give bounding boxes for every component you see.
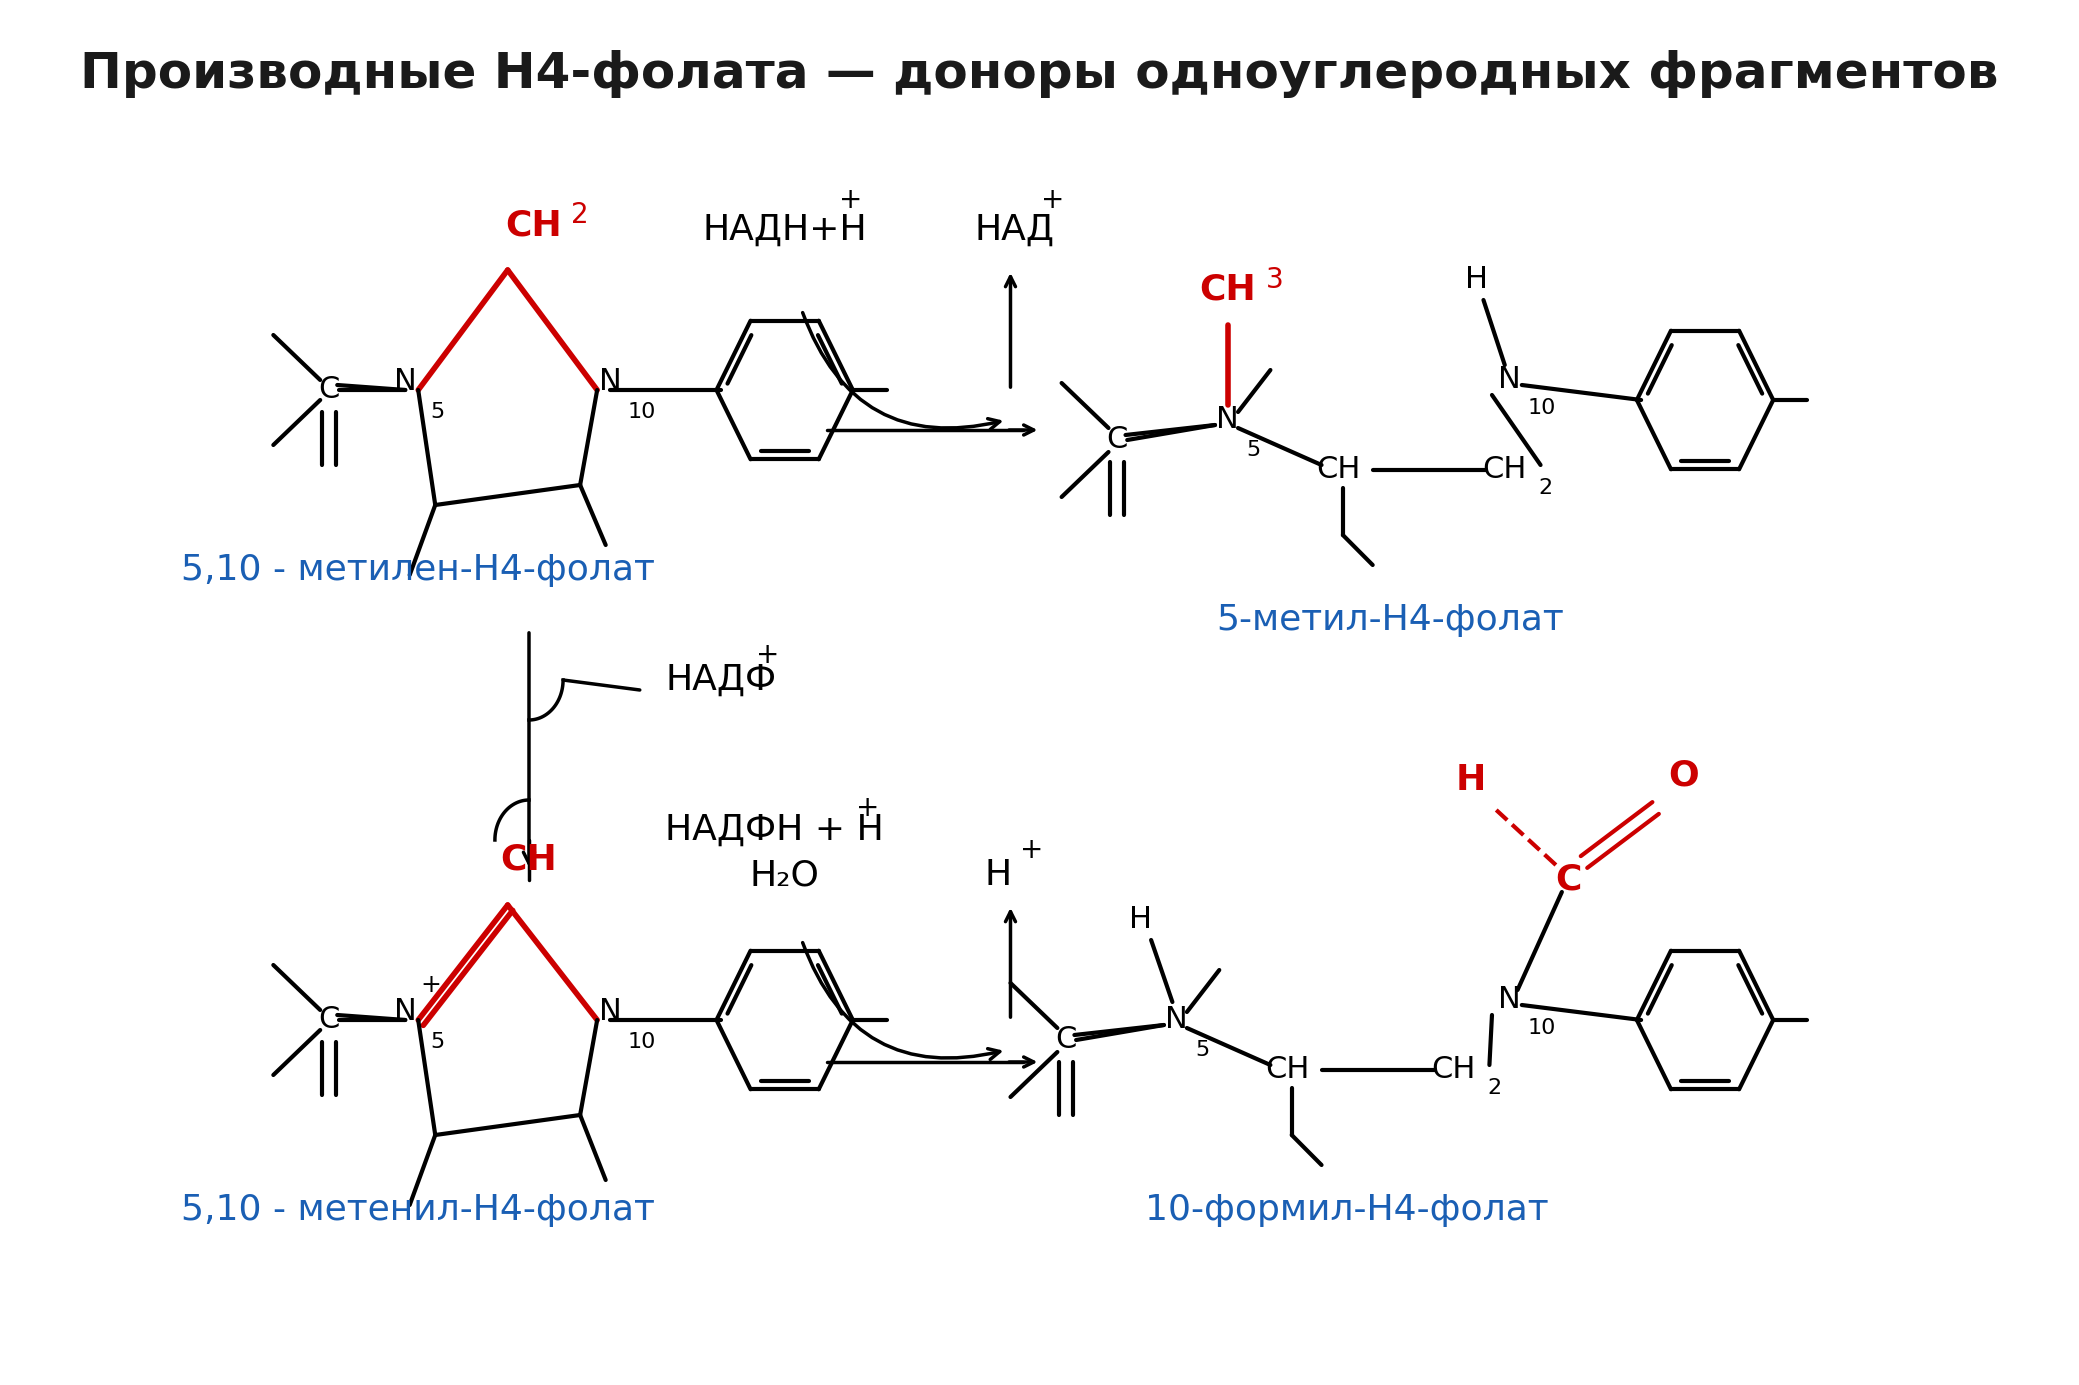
Text: 5: 5 [1245,440,1260,460]
Text: C: C [1555,863,1582,897]
Text: 10: 10 [1528,1018,1555,1037]
Text: 2: 2 [572,201,588,229]
Text: CH: CH [501,843,557,877]
Text: +: + [1042,186,1064,215]
Text: 5: 5 [1195,1040,1210,1060]
Text: N: N [599,997,622,1026]
Text: CH: CH [1266,1055,1310,1084]
Text: +: + [1021,837,1044,864]
Text: НАДФН + Н: НАДФН + Н [665,813,884,848]
Text: CH: CH [1316,456,1362,485]
Text: N: N [1166,1006,1187,1035]
Text: CH: CH [1432,1055,1476,1084]
Text: 10: 10 [1528,397,1555,418]
Text: N: N [395,367,416,396]
Text: 5,10 - метенил-Н4-фолат: 5,10 - метенил-Н4-фолат [181,1192,655,1227]
Text: +: + [420,974,441,997]
Text: 5: 5 [430,402,445,422]
Text: CH: CH [505,208,561,242]
Text: N: N [1497,366,1520,395]
Text: 3: 3 [1266,266,1283,294]
Text: 10-формил-Н4-фолат: 10-формил-Н4-фолат [1146,1192,1549,1227]
Text: +: + [840,186,863,215]
Text: H: H [1466,266,1489,295]
Text: 2: 2 [1538,478,1553,499]
Text: Производные Н4-фолата — доноры одноуглеродных фрагментов: Производные Н4-фолата — доноры одноуглер… [81,50,1998,98]
Text: C: C [1056,1025,1077,1054]
Text: Н₂О: Н₂О [751,857,819,892]
Text: Н: Н [983,857,1010,892]
Text: +: + [857,794,879,823]
Text: N: N [1497,986,1520,1014]
Text: 5,10 - метилен-Н4-фолат: 5,10 - метилен-Н4-фолат [181,553,655,587]
Text: НАДН+Н: НАДН+Н [703,213,867,247]
Text: N: N [1216,406,1239,435]
Text: O: O [1667,758,1699,792]
Text: 5-метил-Н4-фолат: 5-метил-Н4-фолат [1216,602,1563,637]
Text: 2: 2 [1486,1078,1501,1098]
Text: 5: 5 [430,1032,445,1053]
Text: CH: CH [1482,456,1526,485]
Text: НАДФ: НАДФ [665,663,775,697]
Text: C: C [318,375,339,404]
Text: CH: CH [1200,273,1256,307]
Text: H: H [1129,906,1152,935]
Text: N: N [395,997,416,1026]
Text: C: C [318,1006,339,1035]
Text: H: H [1455,763,1486,796]
Text: N: N [599,367,622,396]
Text: C: C [1106,425,1127,454]
Text: 10: 10 [628,402,655,422]
Text: 10: 10 [628,1032,655,1053]
Text: НАД: НАД [975,213,1054,247]
Text: +: + [757,641,780,669]
